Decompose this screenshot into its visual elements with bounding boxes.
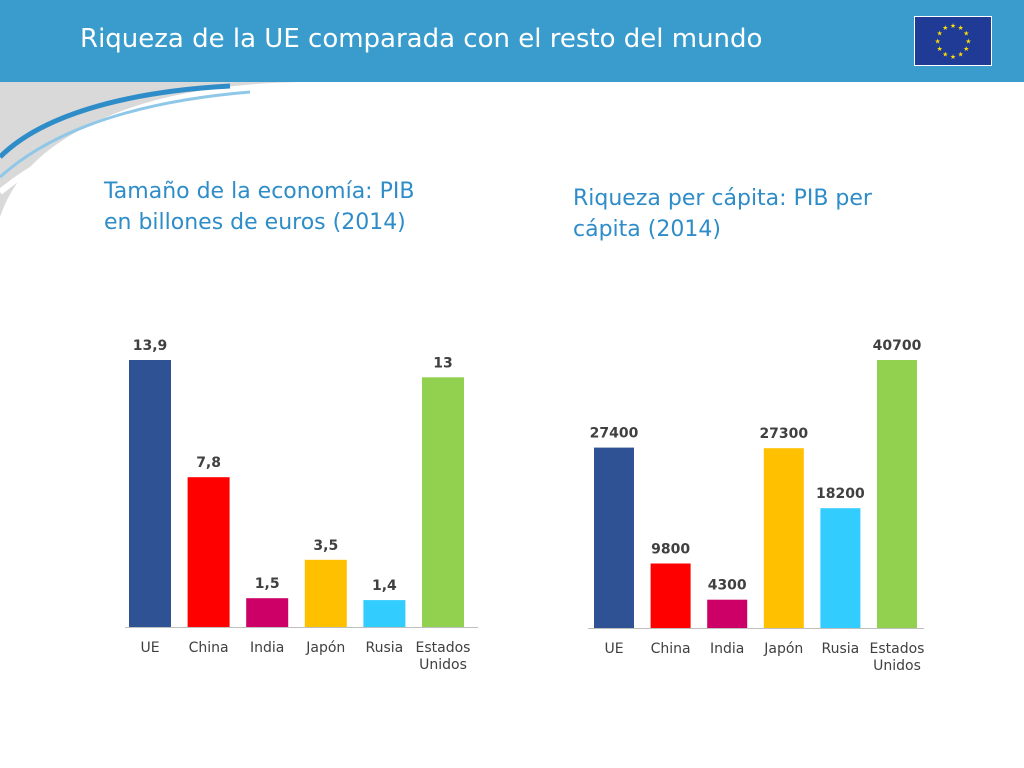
- gdp-value-label: 7,8: [196, 455, 221, 471]
- flag-star-icon: ★: [950, 22, 956, 30]
- gdp-per-capita-category-label: China: [651, 641, 691, 657]
- gdp-bar: [304, 559, 347, 627]
- gdp-category-label: China: [189, 640, 229, 656]
- gdp-per-capita-value-label: 27300: [759, 426, 808, 442]
- gdp-per-capita-bar: [820, 508, 861, 628]
- flag-star-icon: ★: [950, 53, 956, 61]
- gdp-bar: [246, 598, 289, 627]
- gdp-per-capita-value-label: 40700: [873, 338, 922, 354]
- gdp-category-label: UE: [140, 640, 159, 656]
- flag-star-icon: ★: [942, 51, 948, 59]
- gdp-category-label: Rusia: [366, 640, 404, 656]
- gdp-per-capita-value-label: 9800: [651, 542, 690, 558]
- gdp-per-capita-category-label: India: [710, 641, 744, 657]
- gdp-value-label: 1,4: [372, 578, 397, 594]
- gdp-per-capita-bar: [763, 448, 804, 628]
- gdp-per-capita-category-label: Estados Unidos: [870, 641, 925, 674]
- gdp-per-capita-category-label: Japón: [763, 641, 803, 657]
- gdp-per-capita-bar: [594, 447, 634, 628]
- right-chart-subtitle-line-2: cápita (2014): [573, 217, 721, 242]
- gdp-category-label: India: [250, 640, 284, 656]
- decorative-swoosh: [0, 82, 300, 217]
- flag-star-icon: ★: [958, 24, 964, 32]
- gdp-per-capita-bar: [650, 563, 691, 628]
- gdp-bar: [129, 360, 171, 627]
- gdp-per-capita-category-label: Rusia: [822, 641, 860, 657]
- slide-title: Riqueza de la UE comparada con el resto …: [80, 24, 763, 54]
- left-chart-subtitle-line-1: Tamaño de la economía: PIB: [104, 179, 415, 204]
- gdp-category-label: Estados Unidos: [416, 640, 471, 673]
- gdp-per-capita-value-label: 4300: [708, 578, 747, 594]
- right-chart-subtitle-line-1: Riqueza per cápita: PIB per: [573, 186, 872, 211]
- gdp-bar: [363, 600, 406, 627]
- flag-star-icon: ★: [958, 51, 964, 59]
- left-chart-subtitle-line-2: en billones de euros (2014): [104, 210, 406, 235]
- gdp-bar: [187, 477, 230, 627]
- gdp-value-label: 3,5: [313, 538, 338, 554]
- flag-star-icon: ★: [965, 37, 971, 45]
- header-bar: Riqueza de la UE comparada con el resto …: [0, 0, 1024, 82]
- gdp-per-capita-value-label: 27400: [590, 426, 639, 442]
- flag-star-icon: ★: [935, 37, 941, 45]
- gdp-value-label: 13,9: [133, 338, 168, 354]
- flag-star-icon: ★: [937, 30, 943, 38]
- gdp-value-label: 13: [433, 355, 452, 371]
- left-chart-subtitle: Tamaño de la economía: PIB en billones d…: [104, 176, 414, 238]
- gdp-bar: [422, 377, 464, 627]
- flag-star-icon: ★: [942, 24, 948, 32]
- gdp-per-capita-value-label: 18200: [816, 486, 865, 502]
- gdp-per-capita-bar: [877, 360, 917, 628]
- eu-flag-icon: ★ ★★★★★★★★★★★: [914, 16, 992, 66]
- flag-star-icon: ★: [963, 30, 969, 38]
- right-chart-subtitle: Riqueza per cápita: PIB per cápita (2014…: [573, 183, 872, 245]
- flag-star-icon: ★: [963, 45, 969, 53]
- gdp-per-capita-bar: [707, 599, 748, 628]
- gdp-value-label: 1,5: [255, 576, 280, 592]
- gdp-per-capita-category-label: UE: [604, 641, 623, 657]
- gdp-category-label: Japón: [305, 640, 345, 656]
- flag-star-icon: ★: [937, 45, 943, 53]
